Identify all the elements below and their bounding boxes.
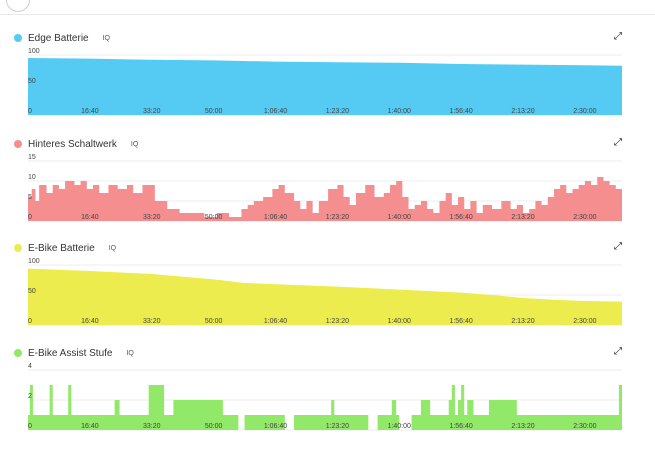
panel-hinteres-schaltwerk: Hinteres Schaltwerk IQ ⤢ 15 10 5 0 16:40 33:2…	[0, 137, 655, 237]
chart-ebike-batterie: 100 50 0 16:40 33:20 50:00 1:06:40 1:23:20 1:40:…	[28, 258, 622, 326]
y-tick-label: 50	[28, 78, 36, 85]
x-tick-label: 2:30:00	[573, 318, 596, 325]
x-tick-label: 16:40	[81, 214, 99, 221]
x-tick-label: 1:56:40	[449, 108, 472, 115]
chart-ebike-assist-stufe: 4 2 0 16:40 33:20 50:00 1:06:40 1:23:20 1:40:00 1…	[28, 363, 622, 431]
y-tick-label: 15	[28, 154, 36, 161]
x-tick-label: 1:06:40	[264, 423, 287, 430]
expand-icon[interactable]: ⤢	[614, 137, 622, 148]
iq-label[interactable]: IQ	[108, 244, 117, 252]
y-tick-label: 4	[28, 363, 32, 370]
iq-label[interactable]: IQ	[126, 349, 134, 357]
panel-edge-batterie: Edge Batterie IQ ⤢ 100 50 0 16:40 33:20 50:00…	[0, 31, 655, 131]
y-tick-label: 5	[28, 194, 32, 201]
x-tick-label: 2:13:20	[511, 423, 534, 430]
series-area[interactable]	[28, 385, 622, 430]
panel-title: Edge Batterie IQ	[14, 31, 110, 45]
x-tick-label: 1:23:20	[326, 108, 349, 115]
series-title: Hinteres Schaltwerk	[28, 138, 117, 150]
y-tick-label: 100	[28, 48, 40, 55]
chart-hinteres-schaltwerk: 15 10 5 0 16:40 33:20 50:00 1:06:40 1:23:20 1:40:…	[28, 154, 622, 222]
series-dot	[14, 140, 22, 148]
iq-label[interactable]: IQ	[130, 140, 139, 148]
x-tick-label: 1:06:40	[264, 108, 287, 115]
x-tick-label: 1:23:20	[326, 214, 349, 221]
x-tick-label: 1:23:20	[326, 318, 349, 325]
panel-ebike-assist-stufe: E-Bike Assist Stufe IQ ⤢ 4 2 0 16:40 33:20 50…	[0, 346, 655, 446]
x-tick-label: 1:06:40	[264, 214, 287, 221]
expand-icon[interactable]: ⤢	[614, 346, 622, 357]
expand-icon[interactable]: ⤢	[614, 241, 622, 252]
x-tick-label: 16:40	[81, 318, 99, 325]
y-tick-label: 50	[28, 288, 36, 295]
x-tick-label: 2:30:00	[573, 214, 596, 221]
series-dot	[14, 244, 22, 252]
x-tick-label: 2:13:20	[511, 214, 534, 221]
x-tick-label: 1:23:20	[326, 423, 349, 430]
y-tick-label: 0	[28, 423, 32, 430]
y-tick-label: 100	[28, 258, 40, 265]
series-title: E-Bike Assist Stufe	[28, 347, 113, 359]
x-tick-label: 1:40:00	[388, 214, 411, 221]
x-tick-label: 50:00	[205, 108, 223, 115]
y-tick-label: 0	[28, 318, 32, 325]
y-tick-label: 2	[28, 393, 32, 400]
x-tick-label: 33:20	[143, 318, 161, 325]
x-tick-label: 50:00	[205, 318, 223, 325]
chart-edge-batterie: 100 50 0 16:40 33:20 50:00 1:06:40 1:23:20 1:40:…	[28, 48, 622, 116]
x-tick-label: 50:00	[205, 214, 223, 221]
x-tick-label: 33:20	[143, 423, 161, 430]
y-tick-label: 0	[28, 214, 32, 221]
series-area[interactable]	[28, 268, 622, 325]
y-tick-label: 10	[28, 174, 36, 181]
x-tick-label: 1:06:40	[264, 318, 287, 325]
series-dot	[14, 34, 22, 42]
expand-icon[interactable]: ⤢	[614, 31, 622, 42]
x-tick-label: 1:40:00	[388, 423, 411, 430]
series-title: E-Bike Batterie	[28, 242, 95, 254]
panel-title: Hinteres Schaltwerk IQ	[14, 137, 138, 151]
series-area[interactable]	[28, 177, 622, 221]
x-tick-label: 16:40	[81, 423, 99, 430]
x-tick-label: 2:13:20	[511, 108, 534, 115]
panel-title: E-Bike Batterie IQ	[14, 241, 116, 255]
x-tick-label: 1:56:40	[449, 318, 472, 325]
series-area[interactable]	[28, 58, 622, 115]
x-tick-label: 1:56:40	[449, 423, 472, 430]
panel-ebike-batterie: E-Bike Batterie IQ ⤢ 100 50 0 16:40 33:20 50:…	[0, 241, 655, 341]
x-tick-label: 33:20	[143, 214, 161, 221]
avatar[interactable]	[6, 0, 30, 12]
top-bar	[0, 0, 655, 15]
series-title: Edge Batterie	[28, 32, 89, 44]
x-tick-label: 1:40:00	[388, 108, 411, 115]
y-tick-label: 0	[28, 108, 32, 115]
series-dot	[14, 349, 22, 357]
x-tick-label: 2:30:00	[573, 423, 596, 430]
iq-label[interactable]: IQ	[102, 34, 110, 42]
x-tick-label: 50:00	[205, 423, 223, 430]
x-tick-label: 1:56:40	[449, 214, 472, 221]
x-tick-label: 2:30:00	[573, 108, 596, 115]
x-tick-label: 2:13:20	[511, 318, 534, 325]
panel-title: E-Bike Assist Stufe IQ	[14, 346, 134, 360]
x-tick-label: 33:20	[143, 108, 161, 115]
x-tick-label: 1:40:00	[388, 318, 411, 325]
x-tick-label: 16:40	[81, 108, 99, 115]
